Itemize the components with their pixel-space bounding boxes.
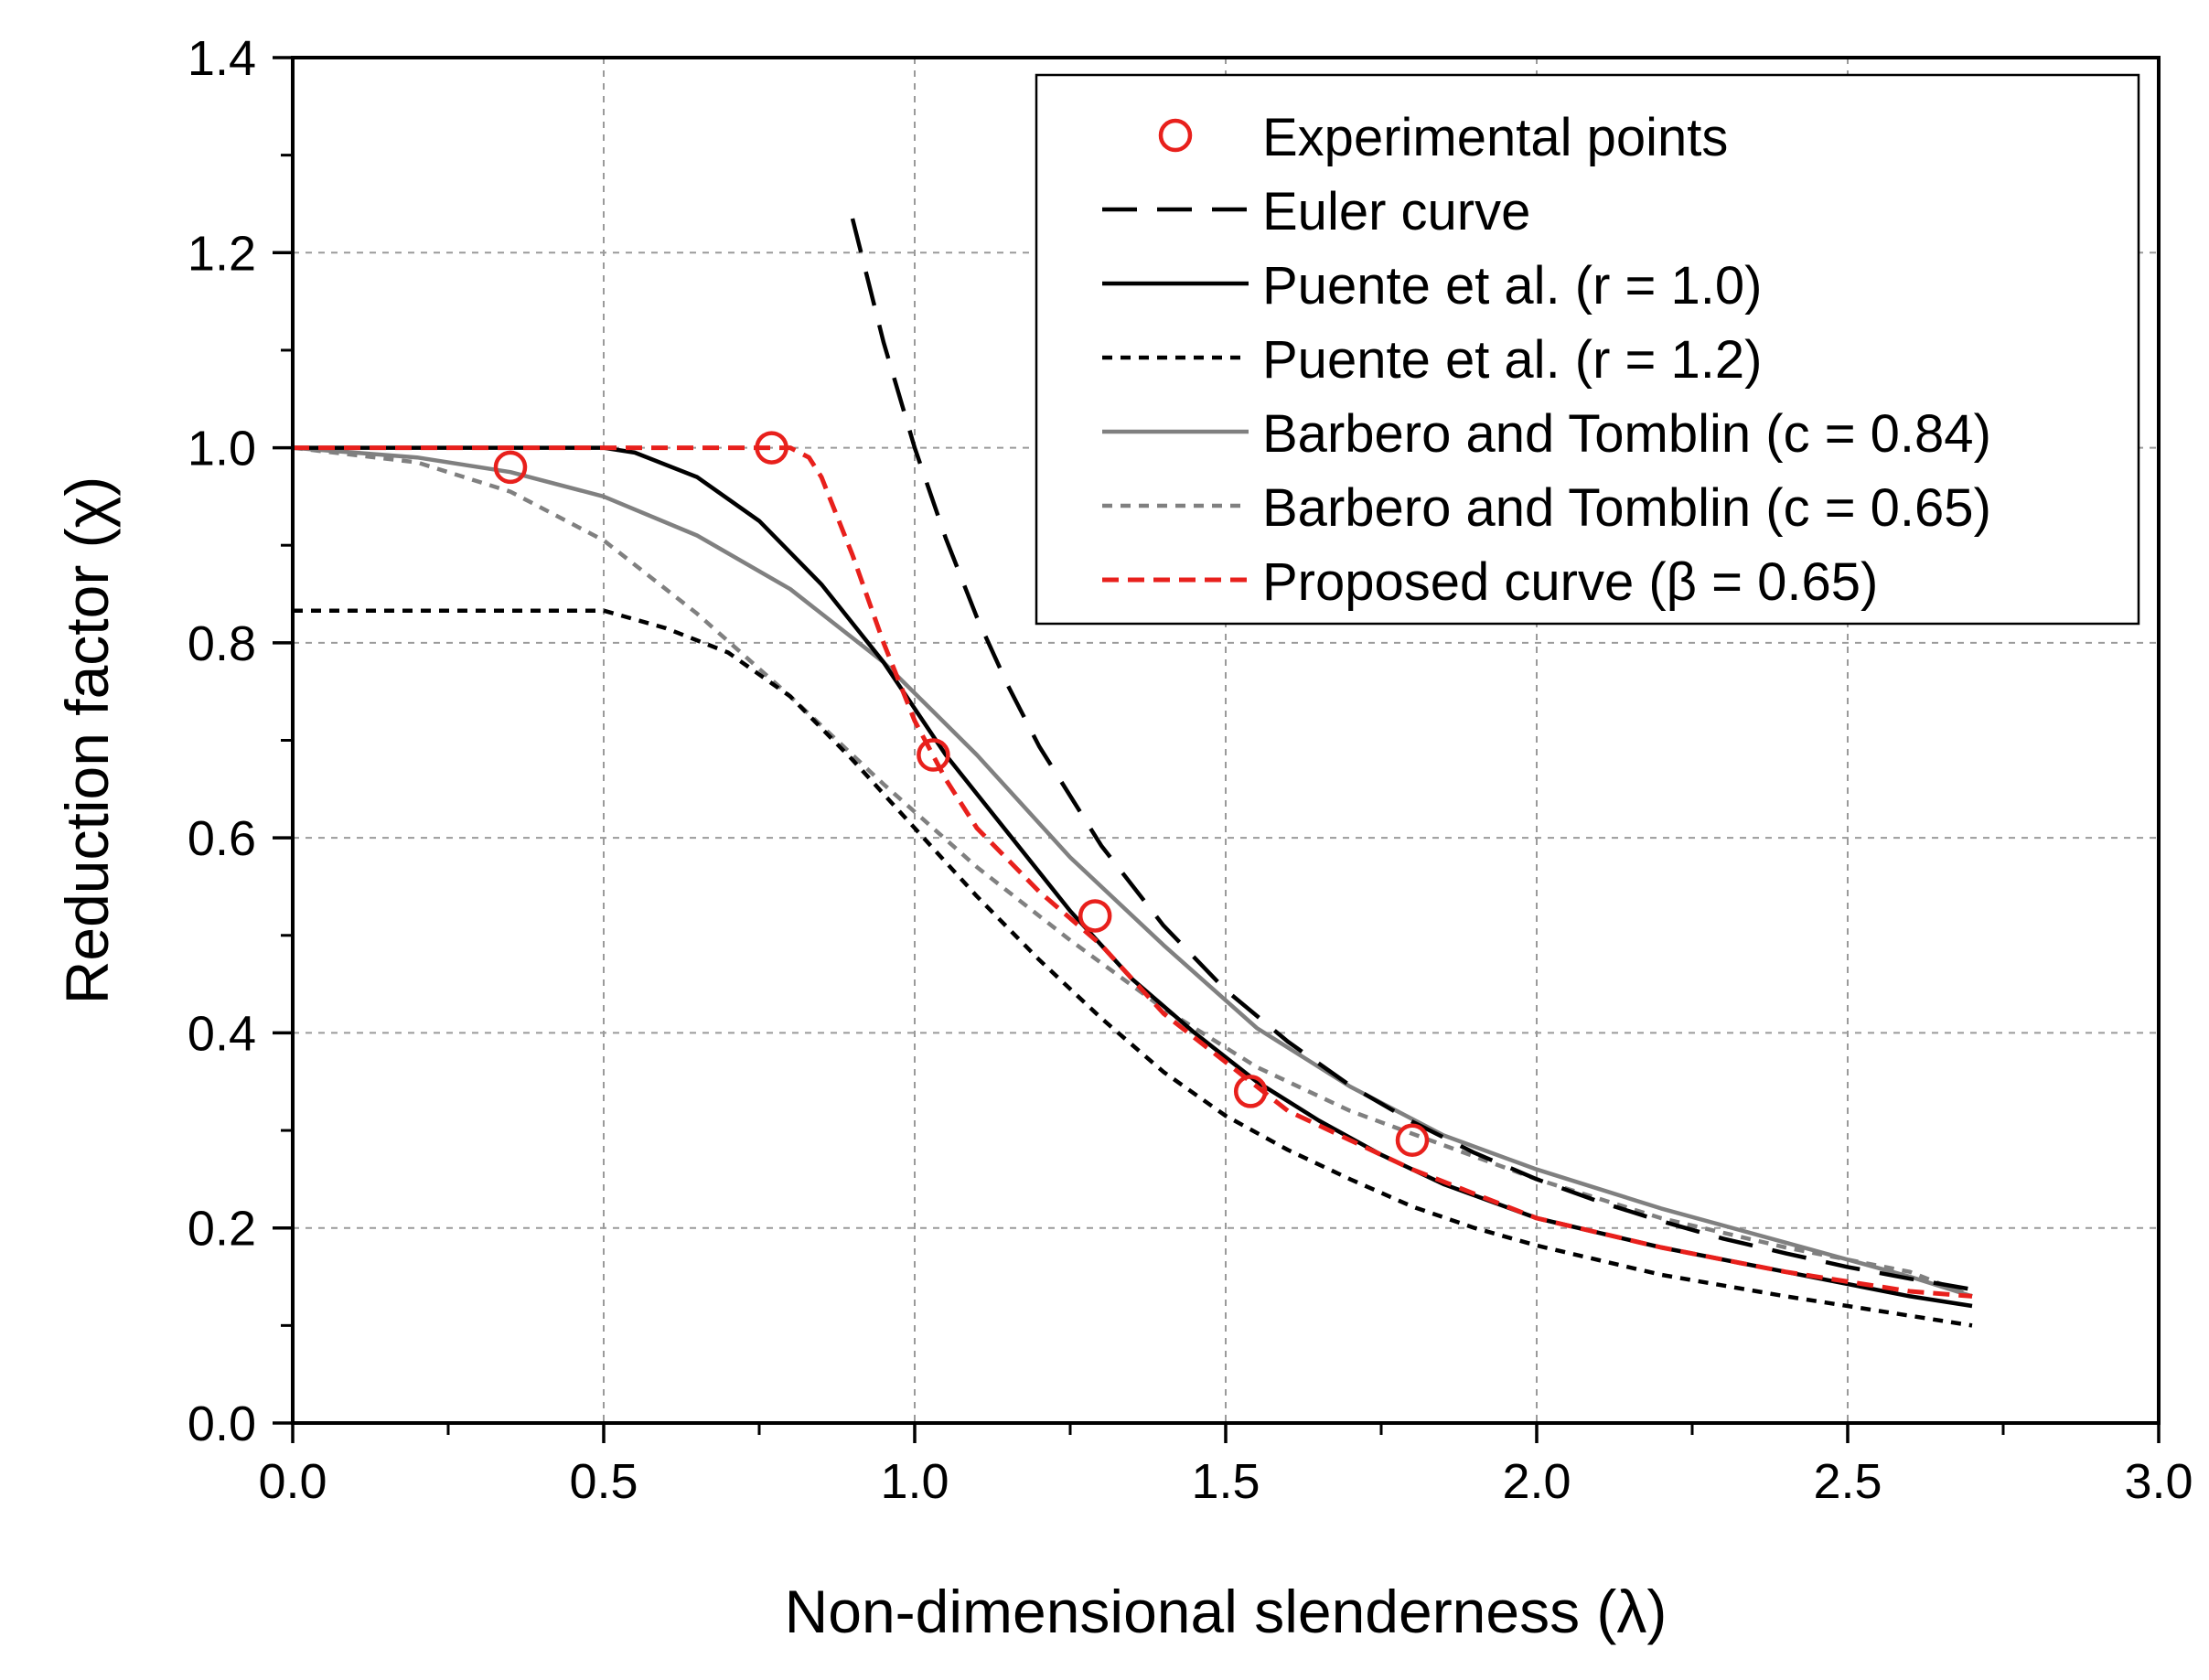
legend-item-experimental-points: Experimental points [1158,108,1728,167]
legend-box [1035,73,2140,626]
experimental-point [917,738,950,772]
x-tick-label: 1.5 [1191,1454,1260,1509]
legend-marker-icon [1158,118,1193,153]
y-tick-label: 0.4 [188,1006,256,1061]
axis-ticks: 0.0 0.5 1.0 1.5 2.0 2.5 3.0 0.0 0.2 0.4 0.6 0.8 1.0 1… [188,31,2193,1509]
y-tick-label: 0.2 [188,1202,256,1257]
y-axis-title: Reduction factor (χ) [53,476,121,1005]
experimental-point [755,431,788,465]
y-tick-label: 0.6 [188,811,256,866]
experimental-point [1395,1123,1430,1157]
series-line-barbero-c0-84 [292,445,1973,1299]
x-tick-label: 1.0 [880,1454,949,1509]
x-tick-label: 0.5 [569,1454,638,1509]
series-line-puente-r1-2 [293,608,1973,1328]
legend-item-puente-r1-2: Puente et al. (r = 1.2) [1102,330,1762,390]
legend-label: Puente et al. (r = 1.0) [1262,256,1762,316]
experimental-point [1233,1075,1268,1108]
x-tick-label: 2.5 [1813,1454,1882,1509]
experimental-point [1078,899,1112,933]
experimental-point [493,450,528,485]
legend-label: Experimental points [1262,108,1728,167]
legend-label: Barbero and Tomblin (c = 0.65) [1262,478,1991,538]
y-tick-label: 0.0 [188,1396,256,1451]
y-tick-label: 1.4 [188,31,256,86]
y-tick-label: 1.2 [188,226,256,281]
y-tick-label: 0.8 [188,616,256,671]
x-tick-label: 2.0 [1502,1454,1571,1509]
legend-item-euler-curve: Euler curve [1102,182,1530,241]
legend-label: Proposed curve (β = 0.65) [1262,552,1878,612]
legend-item-barbero-c0-84: Barbero and Tomblin (c = 0.84) [1102,404,1991,464]
series-group [292,218,1973,1328]
legend-item-proposed-curve: Proposed curve (β = 0.65) [1102,552,1878,612]
legend-item-puente-r1-0: Puente et al. (r = 1.0) [1102,256,1762,316]
x-axis-title: Non-dimensional slenderness (λ) [785,1578,1667,1645]
x-tick-label: 3.0 [2124,1454,2193,1509]
legend-label: Euler curve [1262,182,1530,241]
legend: Experimental points Euler curve Puente et … [1035,73,2140,626]
x-tick-label: 0.0 [258,1454,327,1509]
legend-label: Barbero and Tomblin (c = 0.84) [1262,404,1991,464]
legend-label: Puente et al. (r = 1.2) [1262,330,1762,390]
series-line-euler-curve [850,218,1973,1292]
y-tick-label: 1.0 [188,422,256,476]
legend-item-barbero-c0-65: Barbero and Tomblin (c = 0.65) [1102,478,1991,538]
